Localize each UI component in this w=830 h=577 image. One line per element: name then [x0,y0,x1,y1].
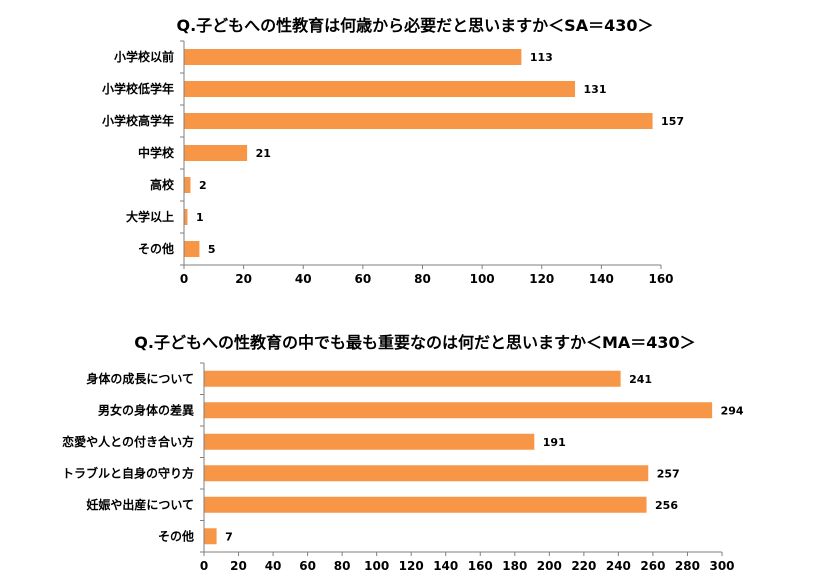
c1-x-tick-label: 160 [648,272,673,286]
c2-category-label: 男女の身体の差異 [98,402,194,417]
chart-2-title: Q.子どもへの性教育の中でも最も重要なのは何だと思いますか＜MA＝430＞ [134,333,696,352]
c1-category-label: 大学以上 [126,209,174,224]
c2-bar [204,528,217,545]
c1-x-tick-label: 100 [470,272,495,286]
c2-x-tick-label: 40 [265,559,282,573]
c2-value-label: 256 [655,499,678,512]
c1-category-label: 小学校低学年 [102,81,174,96]
c2-value-label: 7 [225,530,233,543]
c1-category-label: 小学校高学年 [102,113,174,128]
c1-x-tick-label: 0 [180,272,188,286]
c1-value-label: 157 [661,115,684,128]
chart-1-plot: 0 20 40 60 80 100 120 140 160 小学校以前 113 小学校低学年 131 小学… [102,40,684,286]
c2-bar [204,496,647,513]
c2-x-tick-label: 20 [230,559,247,573]
c1-value-label: 21 [256,147,271,160]
c1-category-label: 高校 [150,177,175,192]
c2-x-tick-label: 0 [200,559,208,573]
c2-x-tick-label: 180 [502,559,527,573]
c1-bar [184,145,248,161]
c2-value-label: 191 [543,436,566,449]
c1-category-label: その他 [138,241,174,256]
c1-bar [184,177,191,193]
c2-value-label: 257 [657,467,680,480]
c2-category-label: 恋愛や人との付き合い方 [62,434,194,449]
c1-category-label: 中学校 [138,145,175,160]
c2-x-tick-label: 260 [640,559,665,573]
c2-x-tick-label: 120 [399,559,424,573]
c2-bar [204,370,621,387]
c1-value-label: 2 [199,179,207,192]
c1-value-label: 1 [196,211,204,224]
c2-value-label: 241 [629,373,652,386]
c1-bar [184,209,188,225]
c1-x-tick-label: 80 [414,272,431,286]
c1-bar [184,49,522,65]
c1-bar [184,81,576,97]
c1-bar [184,241,200,257]
c2-x-tick-label: 220 [571,559,596,573]
c2-bar [204,465,649,482]
c2-x-tick-label: 60 [299,559,316,573]
c2-x-tick-label: 140 [433,559,458,573]
c2-x-tick-label: 80 [334,559,351,573]
c2-x-tick-label: 300 [709,559,734,573]
c1-value-label: 131 [584,83,607,96]
c2-value-label: 294 [721,404,744,417]
c2-x-tick-label: 200 [537,559,562,573]
c2-bar [204,402,713,419]
c1-x-tick-label: 40 [295,272,312,286]
c1-x-tick-label: 60 [355,272,372,286]
c2-bar [204,433,535,450]
c2-category-label: 身体の成長について [86,371,194,386]
c1-x-tick-label: 140 [589,272,614,286]
c2-x-tick-label: 240 [606,559,631,573]
c1-value-label: 113 [530,51,553,64]
c1-x-tick-label: 20 [235,272,252,286]
c1-x-tick-label: 120 [529,272,554,286]
c2-category-label: 妊娠や出産について [86,497,194,512]
c1-bar [184,113,653,129]
c2-category-label: トラブルと自身の守り方 [62,465,194,480]
c2-category-label: その他 [158,528,194,543]
c2-x-tick-label: 100 [364,559,389,573]
c1-value-label: 5 [208,243,216,256]
chart-1-title: Q.子どもへの性教育は何歳から必要だと思いますか＜SA＝430＞ [176,16,654,35]
c2-x-tick-label: 160 [468,559,493,573]
c1-category-label: 小学校以前 [114,49,174,64]
c2-x-tick-label: 280 [675,559,700,573]
